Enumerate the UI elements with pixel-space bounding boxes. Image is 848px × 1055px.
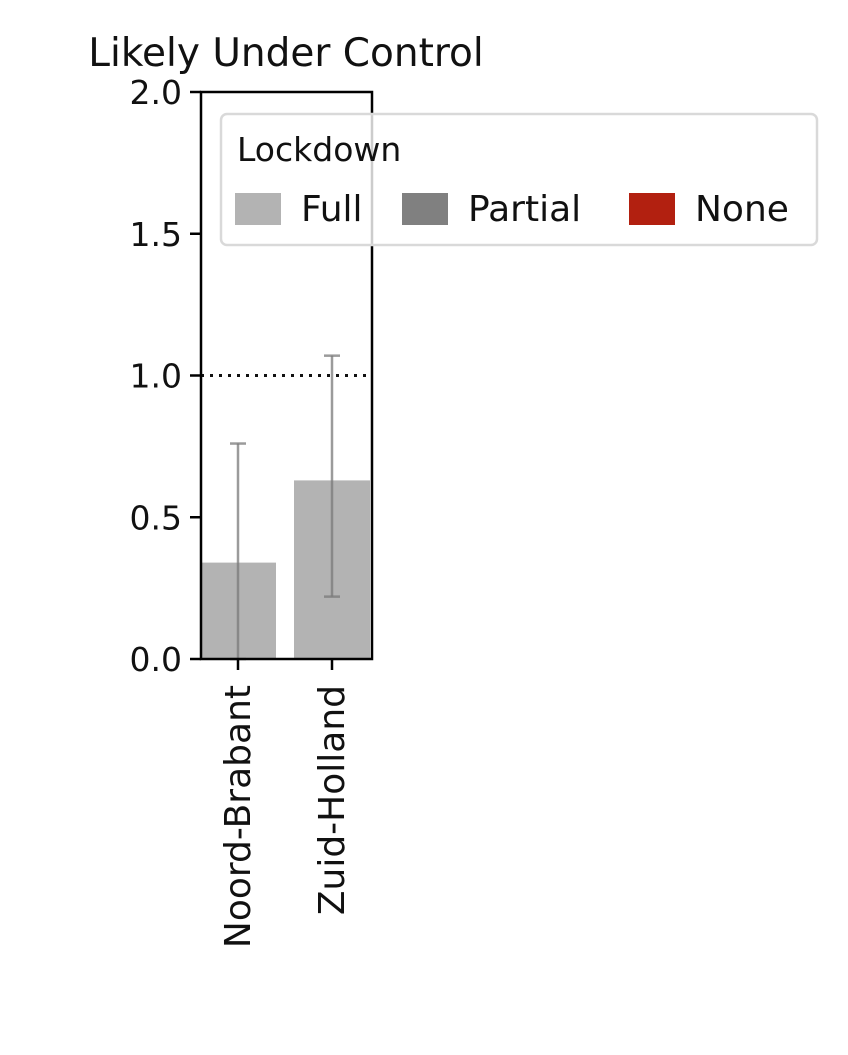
plot-frame	[199, 90, 374, 661]
y-tick-label: 0.5	[130, 498, 182, 537]
y-tick-label: 1.0	[130, 357, 182, 396]
x-axis: Noord-Brabant Zuid-Holland	[218, 659, 353, 948]
error-bar-zuid-holland	[324, 354, 340, 598]
legend-swatch-partial	[402, 193, 448, 225]
legend-label-partial: Partial	[468, 189, 581, 230]
x-tick-label: Noord-Brabant	[218, 685, 259, 948]
legend: Lockdown Full Partial None	[219, 112, 819, 247]
x-tick-label: Zuid-Holland	[312, 685, 353, 915]
y-tick-label: 0.0	[130, 640, 182, 679]
legend-swatch-full	[235, 193, 281, 225]
bars-layer	[200, 480, 370, 659]
legend-label-none: None	[695, 189, 789, 230]
y-tick-label: 1.5	[130, 215, 182, 254]
legend-title: Lockdown	[237, 130, 401, 169]
chart-title: Likely Under Control	[88, 31, 483, 76]
y-axis: 0.0 0.5 1.0 1.5 2.0	[130, 73, 201, 679]
legend-swatch-none	[629, 193, 675, 225]
y-tick-label: 2.0	[130, 73, 182, 112]
legend-label-full: Full	[301, 189, 363, 230]
